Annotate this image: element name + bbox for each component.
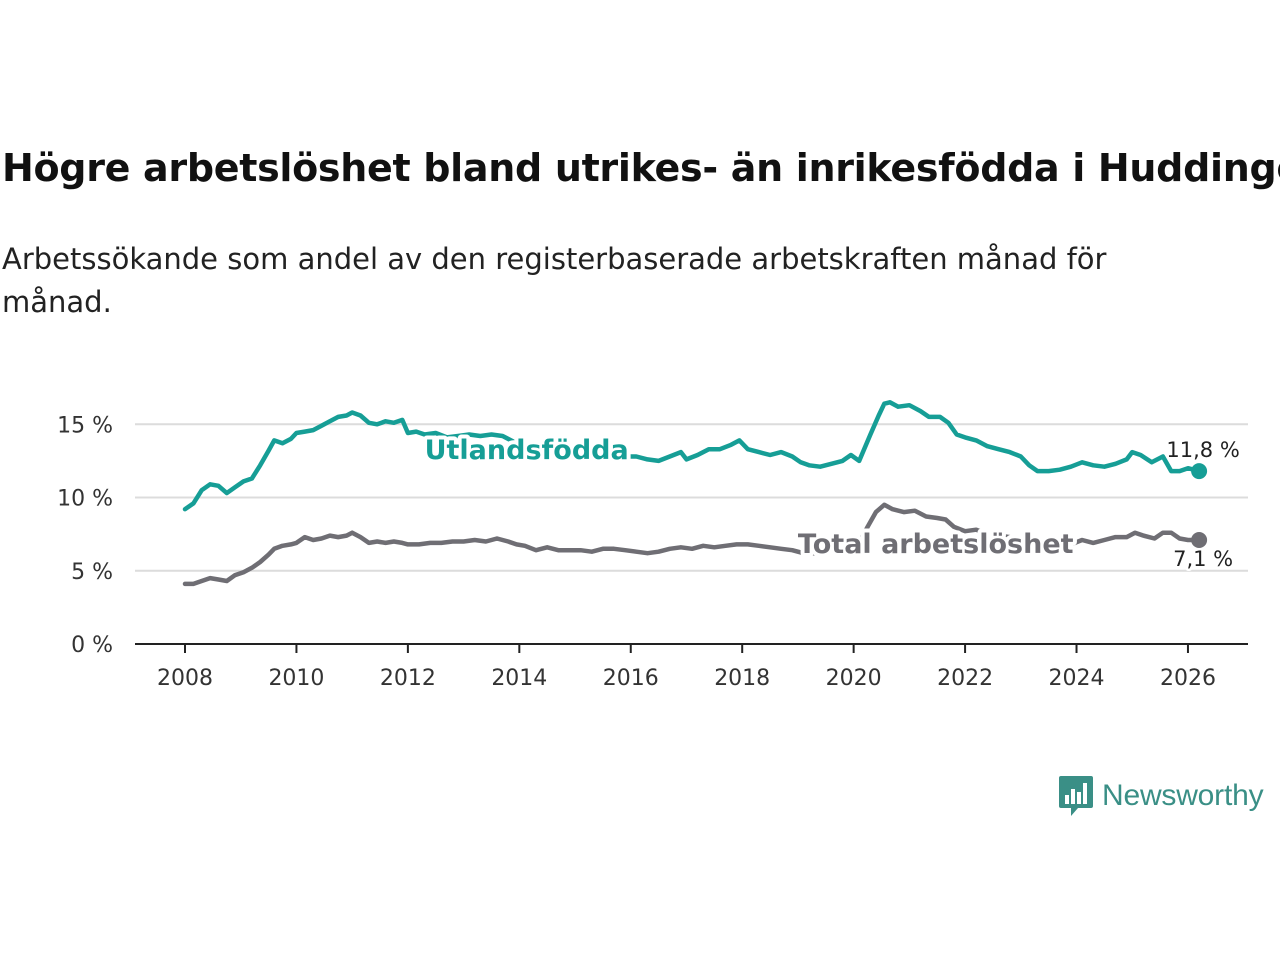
x-tick-label: 2012: [380, 666, 436, 691]
chart-subtitle: Arbetssökande som andel av den registerb…: [2, 242, 1107, 319]
bar-chart-speech-bubble-icon: [1059, 776, 1093, 816]
x-tick-label: 2014: [491, 666, 547, 691]
newsworthy-logo: Newsworthy: [1058, 774, 1264, 818]
y-tick-label: 10 %: [57, 487, 113, 512]
axes: 0 % 5 % 10 % 15 % 2008 2010 2012 2014 2016 2018 20…: [57, 413, 1248, 691]
y-tick-label: 15 %: [57, 413, 113, 438]
y-tick-label: 0 %: [71, 633, 113, 658]
series-line: [182, 502, 1202, 587]
x-tick-label: 2018: [714, 666, 770, 691]
series-end-value-label: 11,8 %: [1166, 438, 1239, 462]
y-tick-label: 5 %: [71, 560, 113, 585]
brand-name: Newsworthy: [1102, 779, 1264, 812]
x-tick-label: 2008: [157, 666, 213, 691]
x-tick-label: 2010: [268, 666, 324, 691]
x-tick-label: 2022: [937, 666, 993, 691]
x-tick-label: 2026: [1160, 666, 1216, 691]
series-lines: [182, 400, 1208, 587]
series-name-label: Total arbetslöshet: [798, 529, 1074, 560]
x-tick-label: 2016: [603, 666, 659, 691]
x-tick-label: 2020: [826, 666, 882, 691]
series-line: [182, 400, 1202, 512]
series-end-value-label: 7,1 %: [1173, 547, 1233, 571]
series-end-point: [1191, 463, 1208, 480]
x-tick-label: 2024: [1049, 666, 1105, 691]
chart-title: Högre arbetslöshet bland utrikes- än inr…: [2, 146, 1280, 190]
series-end-point: [1191, 531, 1208, 548]
series-labels: Utlandsfödda Total arbetslöshet 11,8 % 7,1 …: [421, 431, 1243, 573]
series-name-label: Utlandsfödda: [425, 435, 629, 466]
